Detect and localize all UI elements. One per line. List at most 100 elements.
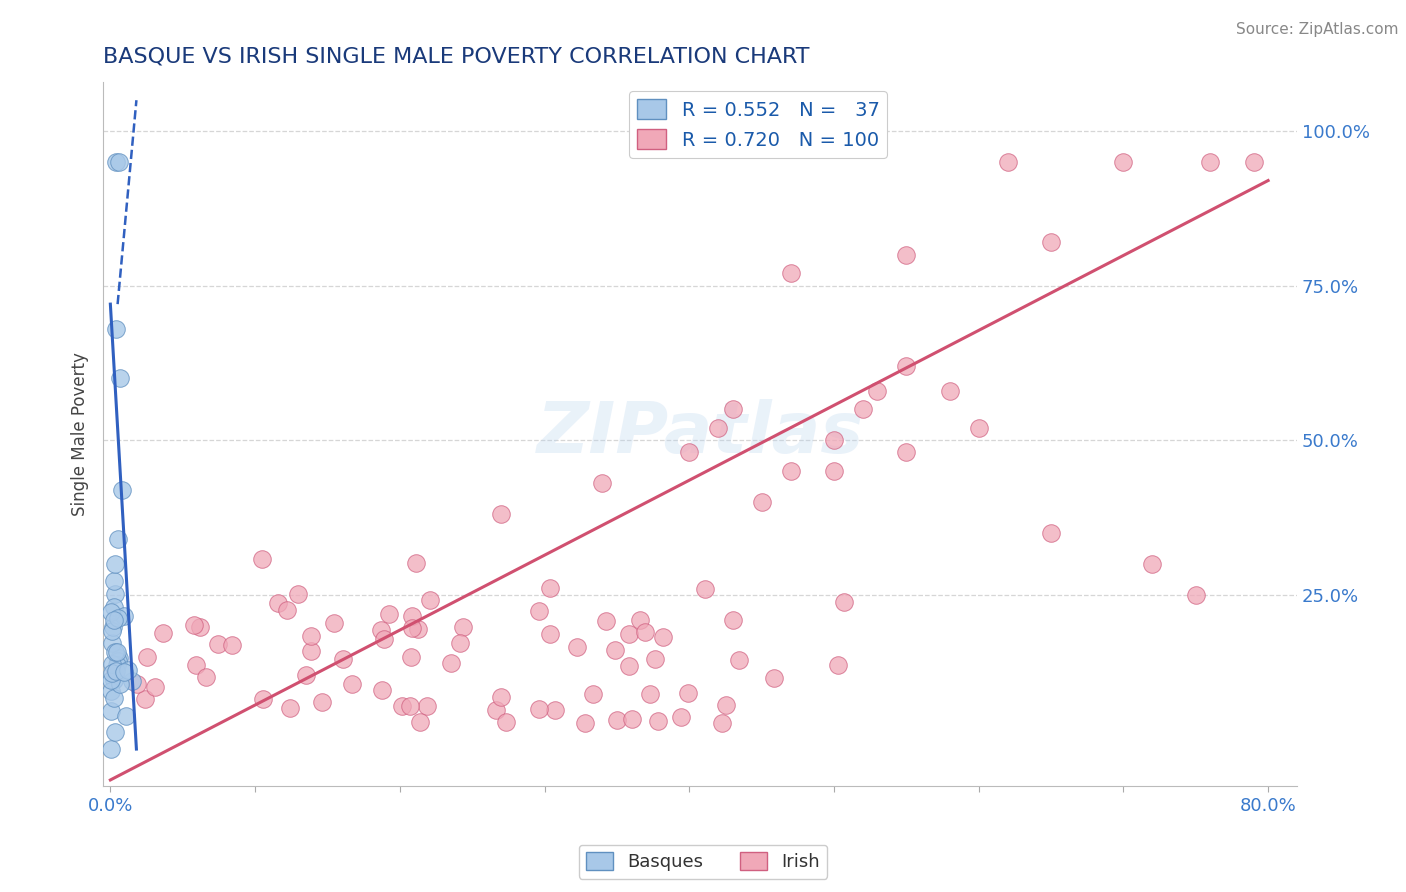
Point	[620, 712, 643, 726]
Point	[832, 595, 855, 609]
Point	[823, 433, 845, 447]
Point	[779, 464, 801, 478]
Point	[276, 603, 298, 617]
Point	[184, 658, 207, 673]
Point	[104, 587, 127, 601]
Text: Source: ZipAtlas.com: Source: ZipAtlas.com	[1236, 22, 1399, 37]
Point	[401, 608, 423, 623]
Point	[418, 593, 440, 607]
Point	[606, 714, 628, 728]
Point	[104, 666, 127, 681]
Point	[714, 698, 737, 713]
Point	[101, 657, 124, 671]
Point	[100, 684, 122, 698]
Point	[188, 620, 211, 634]
Point	[538, 581, 561, 595]
Point	[1243, 155, 1265, 169]
Point	[295, 668, 318, 682]
Point	[135, 649, 157, 664]
Point	[221, 638, 243, 652]
Point	[967, 421, 990, 435]
Point	[1112, 155, 1135, 169]
Point	[527, 604, 550, 618]
Point	[489, 508, 512, 522]
Point	[323, 616, 346, 631]
Point	[647, 714, 669, 728]
Point	[651, 631, 673, 645]
Point	[280, 700, 302, 714]
Point	[108, 155, 131, 169]
Point	[779, 266, 801, 280]
Point	[267, 596, 290, 610]
Point	[489, 690, 512, 705]
Point	[416, 698, 439, 713]
Point	[100, 673, 122, 688]
Point	[108, 651, 131, 665]
Point	[105, 322, 128, 336]
Point	[409, 714, 432, 729]
Point	[567, 640, 589, 654]
Point	[638, 687, 661, 701]
Point	[115, 708, 138, 723]
Point	[121, 674, 143, 689]
Point	[107, 610, 129, 624]
Point	[1184, 588, 1206, 602]
Point	[103, 690, 125, 705]
Point	[252, 692, 274, 706]
Point	[378, 607, 401, 621]
Point	[311, 695, 333, 709]
Point	[104, 725, 127, 739]
Point	[104, 557, 127, 571]
Point	[152, 625, 174, 640]
Point	[727, 653, 749, 667]
Point	[299, 629, 322, 643]
Point	[101, 620, 124, 634]
Point	[117, 663, 139, 677]
Point	[399, 650, 422, 665]
Point	[669, 710, 692, 724]
Point	[710, 716, 733, 731]
Point	[373, 632, 395, 646]
Point	[340, 677, 363, 691]
Point	[866, 384, 889, 398]
Point	[852, 402, 875, 417]
Point	[449, 636, 471, 650]
Point	[582, 687, 605, 701]
Point	[399, 699, 422, 714]
Point	[591, 476, 613, 491]
Point	[100, 605, 122, 619]
Point	[603, 643, 626, 657]
Point	[439, 656, 461, 670]
Point	[1040, 235, 1063, 250]
Point	[823, 464, 845, 478]
Point	[301, 644, 323, 658]
Point	[495, 714, 517, 729]
Point	[896, 445, 918, 459]
Point	[145, 681, 167, 695]
Point	[707, 421, 730, 435]
Point	[827, 658, 849, 673]
Point	[111, 483, 134, 497]
Point	[250, 552, 273, 566]
Point	[538, 627, 561, 641]
Point	[1199, 155, 1222, 169]
Point	[100, 665, 122, 680]
Point	[100, 741, 122, 756]
Point	[287, 587, 309, 601]
Point	[628, 613, 651, 627]
Point	[103, 574, 125, 588]
Point	[676, 686, 699, 700]
Point	[763, 671, 786, 685]
Point	[125, 677, 148, 691]
Point	[105, 658, 128, 673]
Point	[619, 659, 641, 673]
Point	[529, 702, 551, 716]
Point	[485, 703, 508, 717]
Point	[595, 614, 617, 628]
Point	[105, 645, 128, 659]
Point	[103, 599, 125, 614]
Point	[370, 624, 392, 638]
Point	[938, 384, 960, 398]
Point	[107, 654, 129, 668]
Point	[405, 556, 427, 570]
